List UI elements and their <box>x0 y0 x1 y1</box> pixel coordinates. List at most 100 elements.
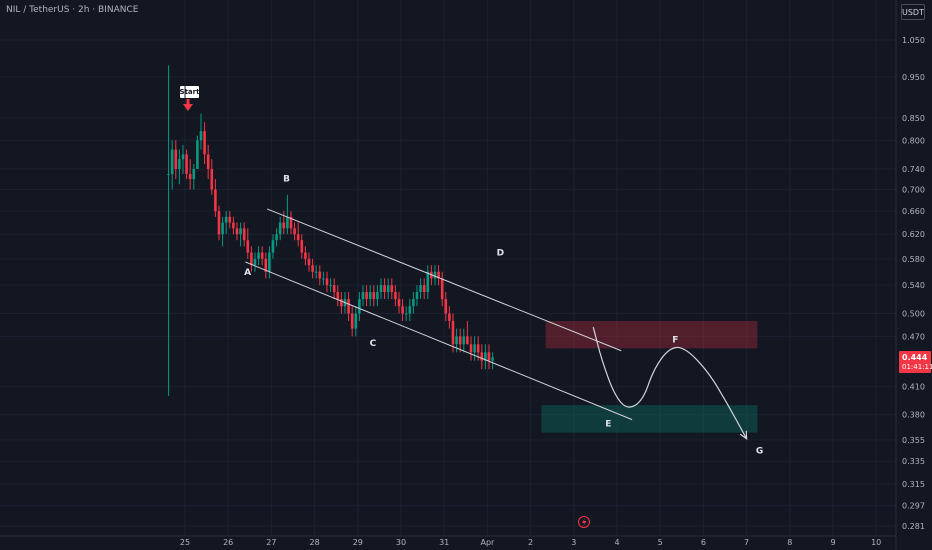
candle-body <box>271 240 275 253</box>
zones <box>541 320 758 433</box>
lightning-icon <box>578 516 590 528</box>
candle-body <box>412 299 415 307</box>
candle-body <box>300 240 304 253</box>
x-tick-label: 10 <box>871 538 881 547</box>
projection-arrowhead <box>739 430 748 440</box>
candle-body <box>476 344 480 353</box>
candle-body <box>469 344 473 353</box>
wave-label-c: C <box>370 339 377 349</box>
candle-body <box>325 278 329 286</box>
candle-body <box>350 313 354 329</box>
candle-body <box>365 292 368 300</box>
candle-body <box>491 357 494 361</box>
y-tick-label: 0.800 <box>902 136 925 145</box>
candle-body <box>340 299 343 307</box>
candle-body <box>354 313 358 329</box>
candle-body <box>275 234 278 241</box>
start-arrow-head <box>183 104 193 111</box>
candle-body <box>221 222 224 235</box>
candle-body <box>401 306 404 314</box>
candle-body <box>196 140 199 170</box>
candle-body <box>347 299 350 314</box>
candle-body <box>253 258 257 266</box>
currency-selector[interactable]: USDT <box>901 4 925 20</box>
y-tick-label: 0.355 <box>902 436 925 445</box>
y-tick-label: 0.410 <box>902 383 925 392</box>
y-tick-label: 0.660 <box>902 207 925 216</box>
candle-body <box>170 149 174 175</box>
x-tick-label: 27 <box>266 538 276 547</box>
candle-body <box>444 299 448 314</box>
current-price-tag: 0.444 01:41:11 <box>899 351 932 373</box>
candle-body <box>192 169 196 180</box>
candle-body <box>332 285 336 293</box>
y-tick-label: 0.950 <box>902 73 925 82</box>
candle-body <box>397 299 401 307</box>
x-tick-label: 29 <box>353 538 363 547</box>
candle-body <box>210 169 214 190</box>
wave-label-f: F <box>672 336 678 346</box>
x-tick-label: 25 <box>180 538 190 547</box>
wave-label-d: D <box>497 249 504 259</box>
candle-body <box>379 285 383 293</box>
candle-body <box>386 285 390 293</box>
x-tick-label: 30 <box>396 538 406 547</box>
y-tick-label: 0.700 <box>902 185 925 194</box>
candle-body <box>206 154 210 170</box>
candle-body <box>415 292 419 300</box>
candle-body <box>368 292 372 300</box>
drawing-lines <box>245 208 748 440</box>
candle-body <box>304 252 307 259</box>
candle-body <box>224 216 228 223</box>
candle-body <box>358 299 361 314</box>
candle-body <box>314 271 318 273</box>
start-arrow-stem <box>186 99 190 104</box>
wave-label-b: B <box>283 175 290 185</box>
candle-body <box>394 292 397 300</box>
candle-body <box>257 252 260 259</box>
y-tick-label: 0.335 <box>902 457 925 466</box>
chart-header: NIL / TetherUS · 2h · BINANCE <box>6 5 139 15</box>
candle-body <box>466 336 469 345</box>
x-tick-label: Apr <box>480 538 495 547</box>
candle-body <box>426 271 430 293</box>
y-tick-label: 0.740 <box>902 165 925 174</box>
y-tick-label: 0.500 <box>902 310 925 319</box>
x-tick-label: 5 <box>658 538 663 547</box>
candle-body <box>228 216 232 223</box>
candle-body <box>199 131 203 141</box>
candle-body <box>296 234 300 241</box>
y-tick-label: 1.050 <box>902 36 925 45</box>
candle-body <box>282 222 286 229</box>
candle-body <box>372 292 376 300</box>
x-tick-label: 8 <box>787 538 792 547</box>
x-tick-label: 26 <box>223 538 233 547</box>
y-tick-label: 0.540 <box>902 281 925 290</box>
candle-body <box>448 313 451 321</box>
y-tick-label: 0.580 <box>902 255 925 264</box>
candle-body <box>419 285 422 293</box>
candle-body <box>484 352 487 361</box>
candle-body <box>235 228 239 235</box>
upper-channel-line <box>266 208 622 352</box>
candle-body <box>462 336 466 345</box>
candle-body <box>286 216 289 229</box>
y-tick-label: 0.281 <box>902 522 925 531</box>
y-tick-label: 0.297 <box>902 502 925 511</box>
x-tick-label: 3 <box>571 538 576 547</box>
candle-body <box>437 271 440 279</box>
candle-body <box>174 149 178 170</box>
lightning-circle <box>578 516 590 528</box>
resistance-zone <box>545 320 758 349</box>
x-tick-label: 7 <box>744 538 749 547</box>
support-zone <box>541 405 758 433</box>
lightning-bolt <box>582 518 587 527</box>
current-price: 0.444 <box>902 353 928 362</box>
candle-body <box>232 222 235 229</box>
wave-labels: A B C D E F G <box>244 175 763 457</box>
x-tick-label: 6 <box>701 538 706 547</box>
wave-label-g: G <box>756 447 763 457</box>
candle-body <box>376 292 379 300</box>
candle-body <box>181 154 185 160</box>
